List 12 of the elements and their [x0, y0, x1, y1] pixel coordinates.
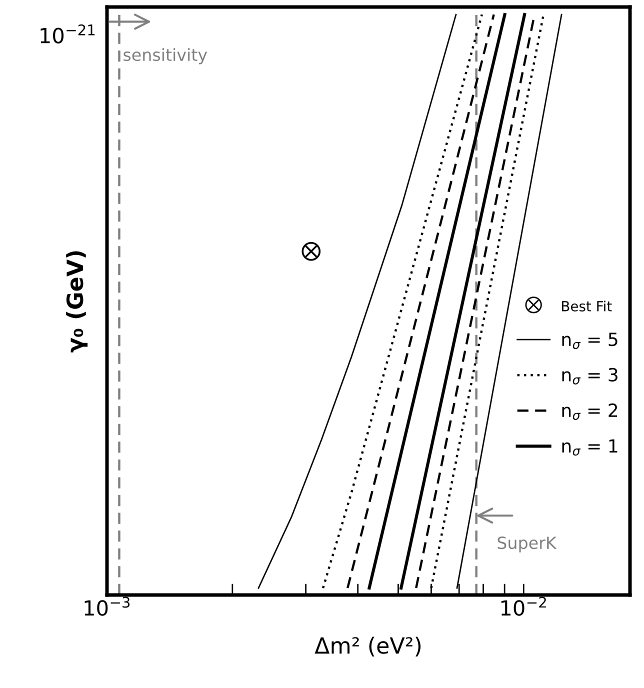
legend-label: n$_{σ}$ = 3: [562, 368, 618, 384]
x-tick-label: 10$^{−2}$: [501, 596, 546, 616]
text: 10$^{−21}$: [40, 24, 95, 44]
legend-label: Best Fit: [562, 300, 612, 312]
ref-line-label: SuperK: [498, 536, 557, 552]
legend-label: n$_{σ}$ = 2: [562, 403, 618, 420]
legend-label: n$_{σ}$ = 1: [562, 439, 618, 456]
ref-line-label: sensitivity: [124, 48, 208, 64]
x-tick-label: 10$^{−3}$: [84, 596, 130, 616]
x-axis-title: Δm² (eV²): [314, 636, 421, 657]
y-axis-title: γ₀ (GeV): [66, 251, 88, 352]
legend-label: n$_{σ}$ = 5: [562, 332, 618, 350]
